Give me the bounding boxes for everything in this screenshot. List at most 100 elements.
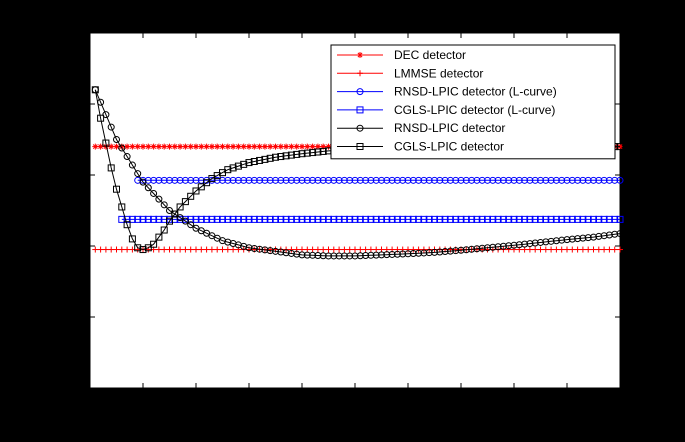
data-point [409, 250, 417, 258]
data-point [489, 176, 497, 184]
data-point [102, 143, 109, 150]
data-point [452, 176, 460, 184]
data-point [404, 215, 412, 223]
data-point [372, 176, 380, 184]
data-point [431, 215, 438, 223]
data-point [595, 232, 603, 240]
legend-label: DEC detector [394, 48, 466, 62]
data-point [468, 215, 476, 223]
data-point [155, 176, 163, 184]
legend-entry: LMMSE detector [337, 66, 483, 80]
data-point [214, 143, 221, 150]
data-point [282, 215, 290, 223]
data-point [362, 246, 369, 253]
data-point [505, 176, 513, 184]
data-point [563, 176, 571, 184]
data-point [611, 176, 619, 184]
data-point [547, 215, 555, 223]
data-point [219, 176, 226, 184]
data-point [213, 215, 221, 223]
data-point [208, 215, 216, 223]
data-point [399, 250, 407, 258]
data-point [548, 246, 555, 253]
data-point [558, 236, 566, 244]
data-point [352, 246, 358, 253]
data-point [515, 241, 523, 249]
data-point [478, 176, 486, 184]
data-point [494, 176, 502, 184]
data-point [515, 176, 523, 184]
data-point [462, 246, 470, 254]
data-point [293, 215, 301, 223]
data-point [341, 246, 348, 253]
data-point [272, 143, 279, 150]
data-point [558, 215, 566, 223]
data-point [605, 231, 613, 239]
data-point [511, 246, 517, 253]
data-point [272, 153, 279, 161]
data-point [261, 176, 269, 184]
data-point [346, 246, 353, 253]
data-point [584, 215, 592, 223]
data-point [399, 246, 406, 253]
data-point [298, 215, 306, 223]
data-point [261, 143, 268, 150]
data-point [457, 215, 465, 223]
data-point [478, 215, 486, 223]
data-point [107, 164, 115, 172]
data-point [197, 176, 205, 184]
data-point [102, 246, 109, 253]
data-point [600, 215, 608, 223]
data-point [277, 153, 285, 161]
data-point [335, 176, 343, 184]
data-point [298, 150, 306, 158]
data-point [314, 148, 322, 156]
legend-label: CGLS-LPIC detector [394, 140, 504, 154]
data-point [245, 176, 253, 184]
data-point [489, 243, 497, 251]
data-point [288, 246, 295, 253]
data-point [521, 215, 529, 223]
data-point [505, 215, 513, 223]
data-point [542, 215, 550, 223]
data-point [144, 244, 152, 252]
data-point [579, 176, 587, 184]
data-point [113, 143, 120, 150]
data-point [102, 111, 110, 119]
data-point [420, 176, 428, 184]
data-point [123, 153, 131, 161]
data-point [203, 215, 211, 223]
data-point [150, 189, 158, 197]
data-point [526, 176, 534, 184]
data-point [510, 241, 518, 249]
data-point [134, 143, 141, 150]
data-point [92, 246, 99, 253]
data-point [224, 215, 232, 223]
data-point [446, 215, 454, 223]
data-point [256, 143, 263, 150]
data-point [590, 215, 597, 223]
data-point [261, 215, 269, 223]
data-point [494, 243, 502, 251]
data-point [367, 215, 375, 223]
data-point [160, 201, 168, 209]
data-point [171, 246, 178, 253]
data-point [473, 176, 481, 184]
data-point [340, 252, 348, 260]
data-point [319, 215, 327, 223]
legend-entry: CGLS-LPIC detector [337, 140, 504, 154]
data-point [346, 176, 354, 184]
data-point [118, 246, 125, 253]
data-point [181, 217, 189, 225]
data-point [383, 251, 391, 259]
data-point [214, 246, 221, 253]
data-point [537, 246, 544, 253]
data-point [234, 162, 242, 170]
data-point [287, 176, 295, 184]
data-point [293, 143, 300, 150]
data-point [441, 215, 449, 223]
data-point [563, 215, 571, 223]
data-point [531, 215, 539, 223]
data-point [521, 176, 529, 184]
